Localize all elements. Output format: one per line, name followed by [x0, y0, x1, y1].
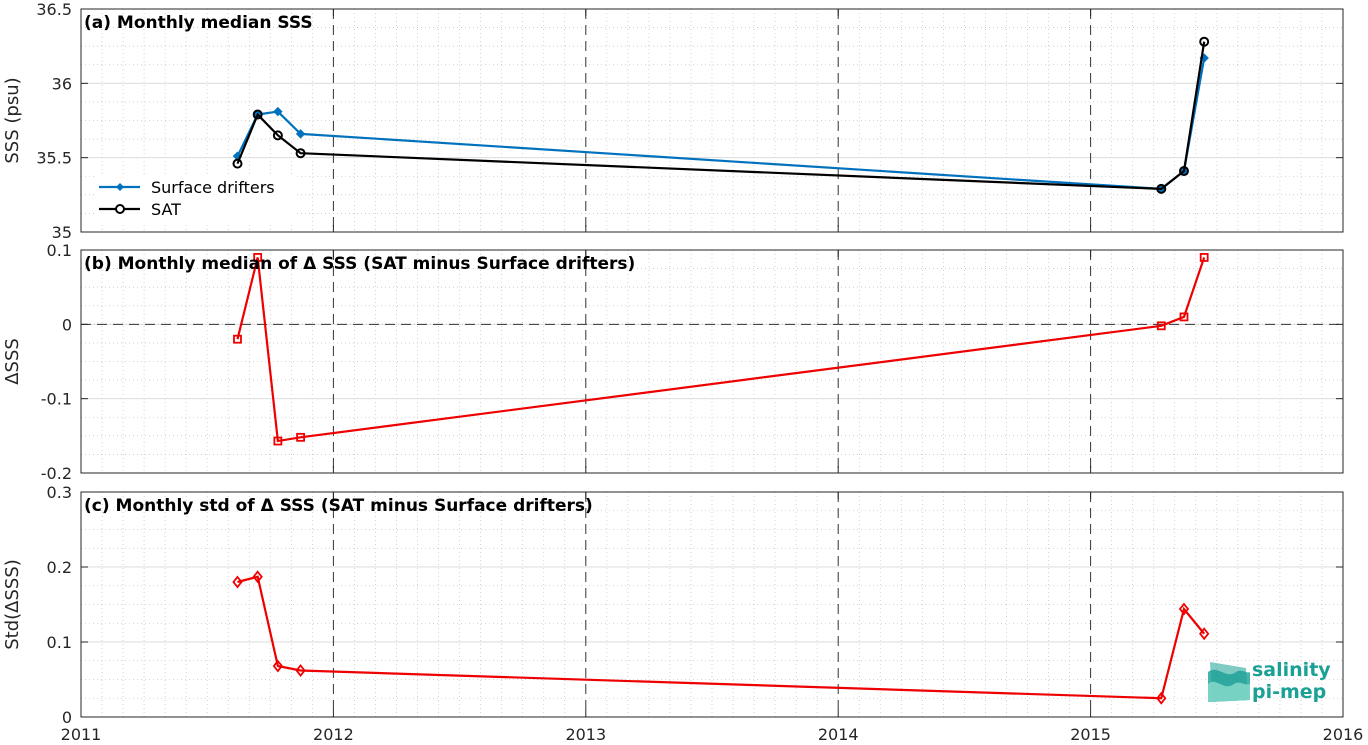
series-line-0-1 [236, 41, 1206, 191]
panel-title: (b) Monthly median of Δ SSS (SAT minus S… [84, 254, 635, 274]
logo-line2: pi-mep [1252, 681, 1326, 703]
ytick-label: 0 [62, 708, 72, 727]
data-point [232, 158, 243, 169]
panel-0-frame [80, 8, 1344, 233]
data-point [272, 659, 284, 673]
data-point [296, 432, 305, 442]
data-point [1156, 321, 1166, 331]
ytick-label: 0 [62, 315, 72, 334]
ytick-label: 0.3 [47, 483, 72, 502]
ytick-label: -0.2 [41, 464, 72, 483]
panel-1-frame [80, 249, 1344, 474]
y-axis-label: SSS (psu) [2, 77, 23, 163]
legend-marker [116, 183, 124, 191]
data-point [1178, 602, 1190, 616]
legend: Surface drifters SAT [96, 174, 296, 222]
series-line-1-0 [236, 257, 1206, 443]
series-line-2-0 [237, 575, 1206, 700]
data-point [1199, 627, 1210, 641]
panel-title: (c) Monthly std of Δ SSS (SAT minus Surf… [84, 496, 593, 516]
data-point [252, 570, 263, 584]
xtick-label: 2012 [313, 725, 354, 744]
data-point [252, 109, 263, 120]
ytick-label: 0.1 [47, 241, 72, 260]
data-point [1178, 166, 1189, 177]
data-point [273, 436, 283, 446]
ytick-label: -0.1 [41, 390, 72, 409]
xtick-label: 2013 [565, 725, 606, 744]
grid-layer [81, 8, 1343, 718]
legend-label: SAT [151, 200, 181, 219]
xtick-label: 2016 [1323, 725, 1364, 744]
logo-line1: salinity [1252, 659, 1331, 681]
xtick-label: 2014 [818, 725, 859, 744]
data-point [233, 334, 242, 344]
data-point [1199, 36, 1210, 47]
ytick-label: 0.2 [47, 558, 72, 577]
data-point [295, 148, 306, 159]
xtick-label: 2011 [61, 725, 102, 744]
data-point [253, 253, 263, 262]
xtick-label: 2015 [1070, 725, 1111, 744]
panel-1-background [81, 250, 1343, 473]
data-point [272, 130, 283, 141]
salinity-pi-mep-logo: salinity pi-mep [1208, 659, 1331, 703]
ytick-label: 35.5 [36, 149, 72, 168]
data-point [232, 575, 243, 589]
ytick-label: 36 [52, 74, 72, 93]
data-point [1156, 183, 1167, 194]
ytick-label: 36.5 [36, 0, 72, 19]
data-point [295, 129, 306, 139]
data-point [1199, 253, 1209, 262]
logo-wave-icon [1208, 662, 1250, 702]
panel-title: (a) Monthly median SSS [84, 13, 313, 33]
y-axis-label: ΔSSS [2, 338, 23, 385]
ytick-label: 0.1 [47, 633, 72, 652]
data-point [1179, 312, 1189, 322]
legend-marker [115, 204, 125, 214]
series-layer [232, 36, 1210, 705]
data-point [273, 106, 283, 117]
panel-2-frame [80, 491, 1344, 718]
data-point [295, 664, 306, 677]
legend-label: Surface drifters [151, 178, 275, 197]
data-point [1156, 691, 1167, 705]
ytick-label: 35 [52, 223, 72, 242]
legend-background [96, 174, 296, 222]
frame-layer [80, 8, 1344, 718]
y-axis-label: Std(ΔSSS) [2, 559, 23, 650]
